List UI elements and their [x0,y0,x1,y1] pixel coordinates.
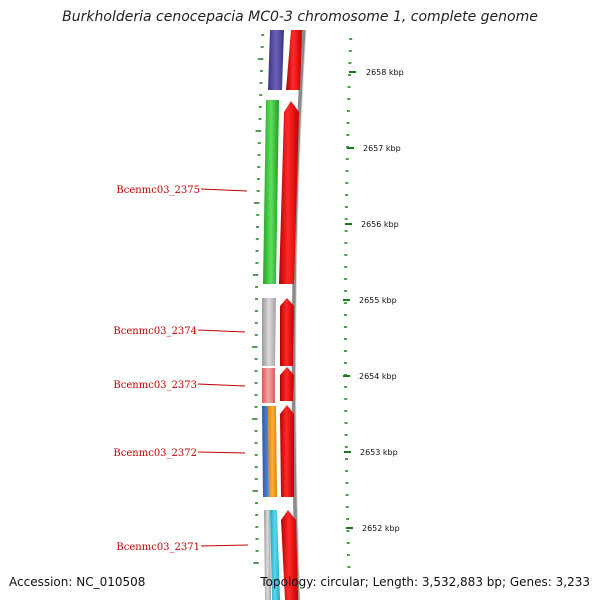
gene-label: Bcenmc03_2374 [113,326,197,337]
kbp-label: 2653 kbp [360,448,398,457]
leader-line [200,544,249,547]
forward-gene-arrow [280,367,294,401]
map-title: Burkholderia cenocepacia MC0-3 chromosom… [62,9,538,25]
reverse-gene-purple [268,30,284,90]
gene-label: Bcenmc03_2373 [113,380,197,391]
outer-scale-ticks [343,38,356,568]
forward-gene-arrow [279,101,299,284]
leader-line [200,188,248,192]
reverse-gene-green [263,100,279,284]
kbp-label: 2655 kbp [359,296,397,305]
reverse-gene-orange [268,406,277,497]
gene-labels: Bcenmc03_2375 Bcenmc03_2374 Bcenmc03_237… [113,185,200,553]
topology-text: Topology: circular; Length: 3,532,883 bp… [260,575,590,589]
reverse-gene-gray-small [264,510,271,600]
forward-gene-arrow [281,510,298,600]
leader-line [197,451,246,454]
gene-label: Bcenmc03_2371 [116,542,200,553]
forward-gene-arrow [280,405,294,497]
genome-backbone [291,29,306,600]
kbp-label: 2658 kbp [366,68,404,77]
gene-label: Bcenmc03_2375 [116,185,200,196]
kbp-label: 2652 kbp [362,524,400,533]
reverse-gene-pink [262,368,275,403]
leader-line [197,383,246,387]
forward-gene-arrow [280,298,294,366]
reverse-gene-cyan [270,510,280,600]
gene-label: Bcenmc03_2372 [113,448,197,459]
forward-gene [286,30,302,90]
leader-line [197,329,246,333]
forward-strand-genes [279,30,302,600]
genome-backbone-inner [295,29,307,600]
kbp-label: 2657 kbp [363,144,401,153]
accession-text: Accession: NC_010508 [9,575,146,589]
scale-labels: 2658 kbp 2657 kbp 2656 kbp 2655 kbp 2654… [359,68,404,533]
inner-scale-ticks [252,34,265,564]
kbp-label: 2654 kbp [359,372,397,381]
reverse-gene-gray [262,298,276,366]
gene-leader-lines [197,188,249,547]
reverse-gene-blue [262,406,269,497]
reverse-strand-genes [262,30,284,600]
kbp-label: 2656 kbp [361,220,399,229]
